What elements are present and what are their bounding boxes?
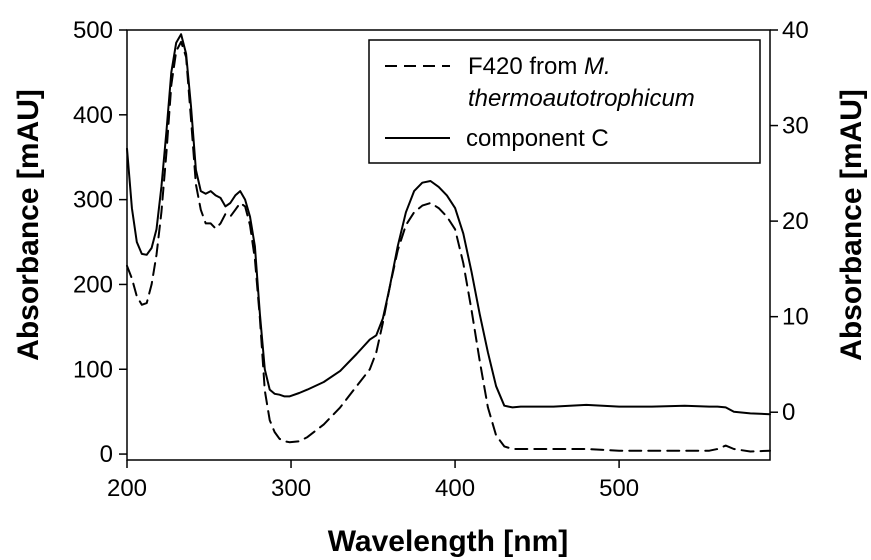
y-left-tick-label: 0 — [100, 441, 113, 468]
legend-label-f420-line2: thermoautotrophicum — [468, 85, 695, 112]
y-left-tick-label: 200 — [73, 271, 113, 298]
series-group — [126, 33, 771, 453]
x-tick-label: 300 — [271, 475, 311, 502]
y-axis-right: 0 10 20 30 40 — [770, 17, 809, 426]
legend-box — [368, 39, 761, 164]
y-right-tick-label: 20 — [782, 208, 809, 235]
y-right-tick-label: 30 — [782, 113, 809, 140]
legend-label-component-c: component C — [466, 125, 609, 152]
y-right-tick-label: 40 — [782, 17, 809, 44]
legend-label-f420: F420 from M. — [468, 53, 611, 80]
y-left-tick-label: 500 — [73, 17, 113, 44]
plot-frame — [126, 29, 771, 461]
y-left-tick-label: 400 — [73, 102, 113, 129]
x-axis: 200 300 400 500 — [107, 460, 639, 502]
y-axis-right-title: Absorbance [mAU] — [835, 89, 868, 361]
y-axis-left-title: Absorbance [mAU] — [12, 89, 45, 361]
series-line-component-c — [126, 33, 771, 416]
x-axis-title: Wavelength [nm] — [328, 525, 569, 558]
x-tick-label: 400 — [435, 475, 475, 502]
legend: F420 from M. thermoautotrophicum compone… — [368, 39, 761, 164]
y-axis-left: 0 100 200 300 400 500 — [73, 17, 127, 468]
y-left-tick-label: 300 — [73, 187, 113, 214]
x-tick-label: 500 — [599, 475, 639, 502]
series-line-f420 — [126, 40, 771, 453]
y-right-tick-label: 0 — [782, 399, 795, 426]
x-tick-label: 200 — [107, 475, 147, 502]
y-left-tick-label: 100 — [73, 356, 113, 383]
y-right-tick-label: 10 — [782, 304, 809, 331]
